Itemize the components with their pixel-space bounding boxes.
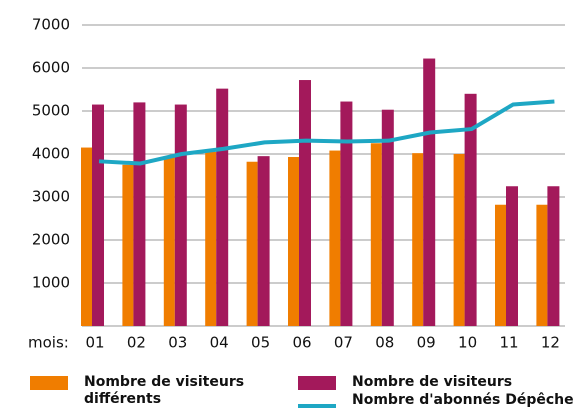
bar [464,93,477,326]
x-tick-label: 07 [334,334,353,352]
bar [423,58,436,326]
y-tick-label: 4000 [32,145,70,163]
x-tick-label: 04 [210,334,229,352]
y-tick-label: 2000 [32,231,70,249]
bar [288,157,299,326]
bar [495,204,506,326]
x-tick-label: 08 [375,334,394,352]
x-tick-label: 09 [417,334,436,352]
bar [329,150,341,326]
y-tick-label: 3000 [32,188,70,206]
bar [246,161,258,326]
x-tick-label: 06 [292,334,311,352]
x-tick-label: 12 [541,334,560,352]
bar [216,88,229,326]
bar [81,147,92,326]
x-tick-label: 03 [168,334,187,352]
bar [133,102,146,327]
legend-label: Nombre de visiteurs [352,374,513,390]
bar [163,156,175,326]
x-tick-label: 05 [251,334,270,352]
bar [506,186,518,326]
bar [299,80,311,326]
bar [412,153,424,326]
x-tick-label: 02 [127,334,146,352]
bar [370,143,382,326]
legend-label: Nombre de visiteurs différents [84,374,245,407]
y-tick-label: 6000 [32,59,70,77]
x-tick-label: 01 [85,334,104,352]
bar [174,104,187,326]
bar [547,186,560,326]
bar [453,154,465,326]
legend-label: Nombre d'abonnés Dépêche [352,392,574,408]
bar [536,204,548,326]
y-tick-label: 7000 [32,16,70,34]
bar [340,101,353,326]
bar [92,104,104,326]
bar [257,156,270,326]
y-tick-label: 5000 [32,102,70,120]
line [98,99,555,166]
x-tick-label: 10 [458,334,477,352]
bar [205,151,217,326]
legend-swatch [298,376,336,390]
legend-swatch [30,376,68,390]
x-tick-label: 11 [499,334,518,352]
bar [122,164,134,326]
bar [381,109,394,327]
y-tick-label: 1000 [32,274,70,292]
x-axis-label: mois: [28,334,69,352]
legend-swatch [298,404,336,408]
